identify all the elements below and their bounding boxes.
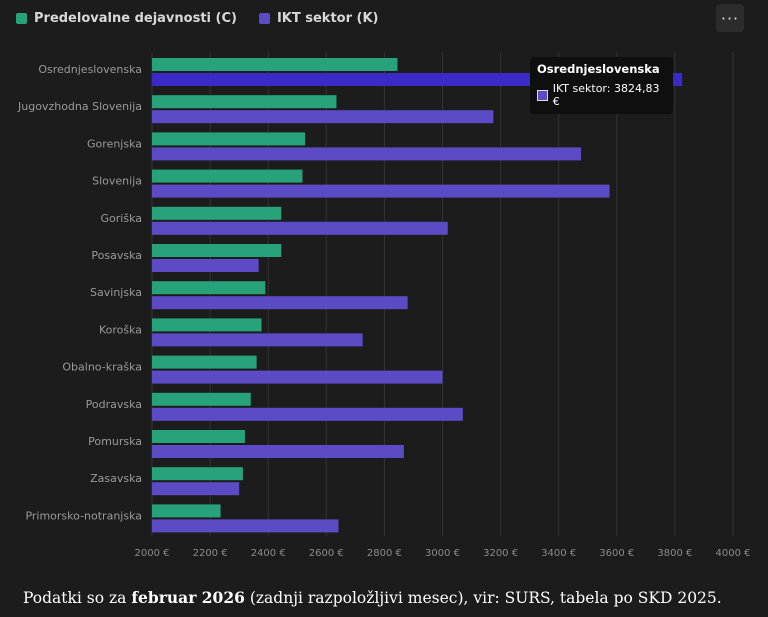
category-label: Jugovzhodna Slovenija xyxy=(17,100,142,113)
bar xyxy=(152,407,463,421)
x-tick-label: 3200 € xyxy=(483,548,518,559)
legend-item-manufacturing[interactable]: Predelovalne dejavnosti (C) xyxy=(16,11,237,26)
bar xyxy=(152,132,306,146)
category-label: Obalno-kraška xyxy=(62,361,142,374)
bar xyxy=(152,206,282,220)
bar xyxy=(152,221,448,235)
x-tick-label: 3800 € xyxy=(657,548,692,559)
legend-item-ict[interactable]: IKT sektor (K) xyxy=(258,11,379,26)
x-tick-label: 2000 € xyxy=(135,548,170,559)
legend-label-manufacturing: Predelovalne dejavnosti (C) xyxy=(34,11,237,26)
source-note-suffix: (zadnji razpoložljivi mesec), vir: SURS,… xyxy=(244,589,722,607)
category-label: Koroška xyxy=(99,323,142,336)
category-label: Pomurska xyxy=(88,435,142,448)
bar xyxy=(152,58,398,71)
category-label: Osrednjeslovenska xyxy=(38,63,142,76)
bar xyxy=(152,370,443,384)
x-tick-label: 2600 € xyxy=(309,548,344,559)
category-label: Goriška xyxy=(101,212,142,225)
chart-tooltip: Osrednjeslovenska IKT sektor: 3824,83 € xyxy=(530,57,673,114)
source-note: Podatki so za februar 2026 (zadnji razpo… xyxy=(23,588,722,607)
category-label: Podravska xyxy=(86,398,142,411)
legend: Predelovalne dejavnosti (C) IKT sektor (… xyxy=(16,11,378,26)
category-label: Posavska xyxy=(91,249,142,262)
tooltip-value: IKT sektor: 3824,83 € xyxy=(552,82,660,108)
tooltip-row: IKT sektor: 3824,83 € xyxy=(537,82,666,108)
bar xyxy=(152,430,245,443)
x-tick-label: 2800 € xyxy=(367,548,402,559)
x-tick-label: 3400 € xyxy=(541,548,576,559)
category-label: Gorenjska xyxy=(87,137,142,150)
category-label: Primorsko-notranjska xyxy=(25,509,142,522)
source-note-period: februar 2026 xyxy=(131,588,245,607)
legend-label-ict: IKT sektor (K) xyxy=(276,11,379,26)
bar xyxy=(152,482,240,496)
bar xyxy=(152,244,282,257)
bar xyxy=(152,169,303,183)
bar xyxy=(152,95,337,109)
category-label: Savinjska xyxy=(90,286,142,299)
x-tick-label: 2400 € xyxy=(251,548,286,559)
bar xyxy=(152,147,582,161)
bar xyxy=(152,519,339,533)
legend-swatch-ict xyxy=(258,13,270,24)
bar-chart: 2000 € 2200 € 2400 € 2600 € 2800 € 3000 € 3200… xyxy=(17,52,751,559)
source-note-prefix: Podatki so za xyxy=(23,589,132,607)
bar xyxy=(152,445,404,458)
x-tick-label: 4000 € xyxy=(716,548,751,559)
tooltip-swatch xyxy=(537,89,548,101)
bar xyxy=(152,333,363,347)
more-options-button[interactable]: ··· xyxy=(716,4,744,32)
x-tick-label: 2200 € xyxy=(193,548,228,559)
bar xyxy=(152,355,257,369)
bar xyxy=(152,259,259,272)
category-label: Slovenija xyxy=(92,175,142,188)
bar xyxy=(152,281,266,295)
x-tick-label: 3600 € xyxy=(599,548,634,559)
bar xyxy=(152,318,262,332)
bar xyxy=(152,110,494,124)
more-horizontal-icon: ··· xyxy=(720,8,740,28)
legend-swatch-manufacturing xyxy=(16,13,27,24)
bar xyxy=(152,392,251,406)
bar xyxy=(152,296,408,310)
bar xyxy=(152,467,243,481)
bar xyxy=(152,184,610,198)
x-tick-label: 3000 € xyxy=(425,548,460,559)
tooltip-title: Osrednjeslovenska xyxy=(537,62,660,76)
category-label: Zasavska xyxy=(90,472,142,485)
bar xyxy=(152,504,221,518)
